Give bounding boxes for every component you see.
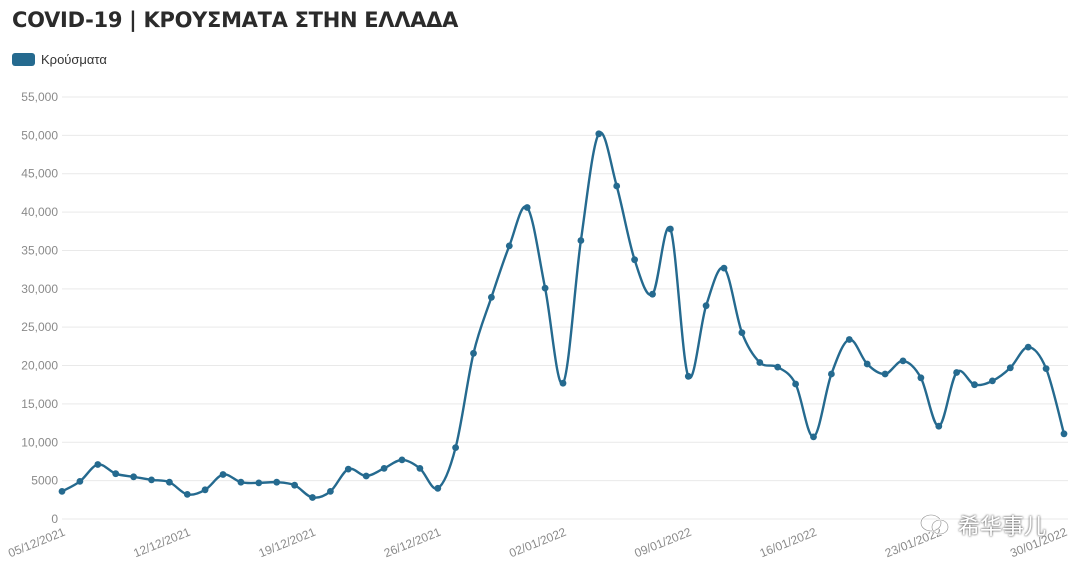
data-point[interactable] (1024, 343, 1032, 351)
data-point[interactable] (219, 471, 227, 478)
data-point[interactable] (273, 478, 281, 486)
y-axis-ticks: 0 5000 10,000 15,000 20,000 25,000 30,000 35,00… (21, 90, 58, 526)
data-point[interactable] (148, 476, 155, 484)
data-point[interactable] (76, 478, 84, 485)
data-point[interactable] (649, 290, 656, 298)
data-point[interactable] (470, 349, 477, 357)
data-point[interactable] (112, 470, 120, 478)
data-points (58, 130, 1068, 501)
data-point[interactable] (201, 486, 209, 494)
chart-title: COVID-19 | ΚΡΟΥΣΜΑΤΑ ΣΤΗΝ ΕΛΛΑΔΑ (12, 8, 459, 32)
data-point[interactable] (362, 472, 370, 480)
data-point[interactable] (774, 363, 782, 371)
data-point[interactable] (541, 284, 549, 292)
data-point[interactable] (577, 237, 585, 244)
data-point[interactable] (309, 494, 316, 501)
series-line (60, 131, 1066, 499)
y-tick-label: 55,000 (21, 90, 58, 104)
x-tick-label: 16/01/2022 (758, 525, 819, 561)
x-tick-label: 19/12/2021 (257, 525, 318, 561)
data-point[interactable] (756, 359, 764, 366)
data-point[interactable] (344, 465, 352, 473)
y-tick-label: 45,000 (21, 167, 58, 181)
y-tick-label: 5000 (31, 474, 58, 488)
y-tick-label: 15,000 (21, 397, 58, 411)
data-point[interactable] (505, 242, 513, 250)
data-point[interactable] (595, 130, 603, 138)
data-point[interactable] (828, 370, 835, 378)
y-tick-label: 50,000 (21, 128, 58, 142)
data-point[interactable] (899, 357, 907, 365)
data-point[interactable] (434, 484, 442, 492)
legend-label: Κρούσματα (41, 52, 107, 67)
data-point[interactable] (255, 479, 263, 487)
data-point[interactable] (738, 329, 746, 336)
data-point[interactable] (613, 182, 621, 190)
data-point[interactable] (327, 488, 334, 495)
data-point[interactable] (702, 302, 710, 310)
data-point[interactable] (935, 422, 943, 430)
data-point[interactable] (398, 456, 406, 464)
x-tick-label: 02/01/2022 (507, 525, 568, 561)
data-point[interactable] (183, 491, 191, 498)
y-tick-label: 0 (51, 512, 58, 526)
data-point[interactable] (416, 465, 424, 472)
data-point[interactable] (917, 374, 925, 382)
y-tick-label: 30,000 (21, 282, 58, 296)
watermark: 希华事儿 (919, 509, 1046, 541)
data-point[interactable] (488, 293, 495, 301)
data-point[interactable] (130, 473, 138, 481)
legend-swatch (12, 53, 35, 66)
data-point[interactable] (845, 336, 853, 343)
data-point[interactable] (989, 377, 996, 385)
data-point[interactable] (1060, 430, 1068, 438)
data-point[interactable] (58, 488, 66, 495)
data-point[interactable] (380, 465, 388, 472)
data-point[interactable] (452, 444, 459, 451)
legend[interactable]: Κρούσματα (12, 52, 107, 67)
y-tick-label: 10,000 (21, 435, 58, 449)
data-point[interactable] (792, 380, 799, 388)
x-axis-ticks: 05/12/2021 12/12/2021 19/12/2021 26/12/2021… (6, 525, 1069, 561)
data-point[interactable] (94, 461, 102, 468)
data-point[interactable] (1042, 365, 1050, 372)
watermark-text: 希华事儿 (957, 515, 1046, 540)
y-tick-label: 40,000 (21, 205, 58, 219)
data-point[interactable] (720, 264, 728, 272)
data-point[interactable] (631, 256, 638, 264)
grid-layer (62, 96, 1068, 520)
data-point[interactable] (1006, 364, 1014, 372)
y-tick-label: 35,000 (21, 243, 58, 257)
data-point[interactable] (559, 379, 567, 387)
data-point[interactable] (237, 478, 245, 486)
data-point[interactable] (684, 372, 692, 380)
chat-bubbles-icon (919, 513, 950, 537)
data-point[interactable] (971, 381, 978, 389)
data-point[interactable] (953, 369, 960, 376)
data-point[interactable] (863, 360, 871, 368)
data-point[interactable] (810, 433, 817, 441)
data-point[interactable] (291, 481, 298, 489)
y-tick-label: 20,000 (21, 359, 58, 373)
x-tick-label: 12/12/2021 (131, 525, 192, 561)
x-tick-label: 09/01/2022 (632, 525, 693, 561)
x-tick-label: 26/12/2021 (382, 525, 443, 561)
x-tick-label: 05/12/2021 (6, 525, 67, 561)
data-point[interactable] (523, 204, 531, 211)
y-tick-label: 25,000 (21, 320, 58, 334)
data-point[interactable] (881, 370, 889, 378)
data-point[interactable] (166, 478, 173, 486)
data-point[interactable] (667, 225, 674, 233)
